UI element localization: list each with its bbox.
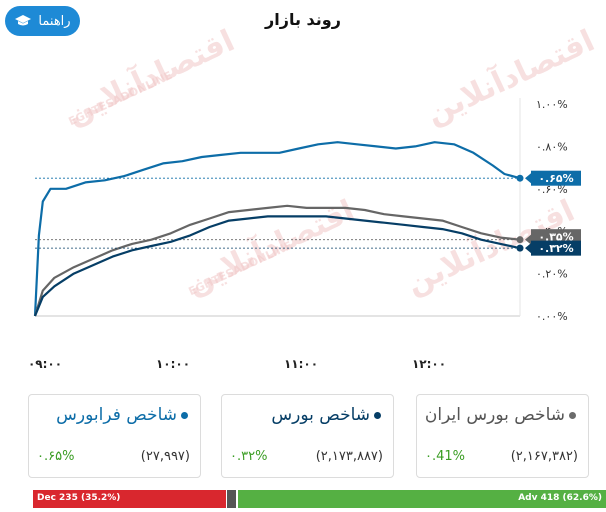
index-name: شاخص فرابورس <box>56 405 188 425</box>
index-card-bourse[interactable]: شاخص بورس (۲,۱۷۳,۸۸۷) ۰.۳۲% <box>221 394 394 478</box>
end-value-pointer <box>525 234 531 245</box>
index-cards: شاخص بورس ایران (۲,۱۶۷,۳۸۲) ۰.41% شاخص ب… <box>27 394 606 480</box>
x-tick-label: ۱۲:۰۰ <box>412 357 446 371</box>
series-end-point <box>516 236 524 244</box>
index-card-iran[interactable]: شاخص بورس ایران (۲,۱۶۷,۳۸۲) ۰.41% <box>416 394 589 478</box>
index-name: شاخص بورس <box>271 405 381 425</box>
index-card-farabourse[interactable]: شاخص فرابورس (۲۷,۹۹۷) ۰.۶۵% <box>28 394 201 478</box>
series-line-bourse <box>33 215 521 317</box>
index-name: شاخص بورس ایران <box>425 405 576 425</box>
y-tick-label: ۰.۰۰% <box>536 310 568 323</box>
index-change: ۰.۶۵% <box>37 449 75 464</box>
advancing-segment: Adv 418 (62.6%) <box>238 490 606 508</box>
market-breadth-bar: Dec 235 (35.2%) Adv 418 (62.6%) <box>33 490 606 508</box>
series-line-iran_index <box>33 204 521 317</box>
series-end-point <box>516 244 524 252</box>
advancing-label: Adv 418 (62.6%) <box>518 493 602 503</box>
series-line-farabourse <box>33 141 521 317</box>
end-value-pointer <box>525 173 531 184</box>
series-dot-icon <box>569 411 576 419</box>
declining-segment: Dec 235 (35.2%) <box>33 490 226 508</box>
end-value-label: ۰.۳۵% <box>538 231 573 244</box>
index-value: (۲,۱۷۳,۸۸۷) <box>315 449 383 464</box>
index-value: (۲,۱۶۷,۳۸۲) <box>510 449 578 464</box>
guide-label: راهنما <box>38 13 71 29</box>
x-tick-label: ۰۹:۰۰ <box>28 357 62 371</box>
index-change: ۰.۳۲% <box>230 449 268 464</box>
end-value-pointer <box>525 243 531 254</box>
end-value-badge <box>531 170 581 186</box>
end-value-label: ۰.۳۲% <box>538 242 573 255</box>
index-change: ۰.41% <box>425 449 466 464</box>
end-value-badge <box>531 240 581 256</box>
declining-label: Dec 235 (35.2%) <box>37 493 121 503</box>
index-value: (۲۷,۹۹۷) <box>140 449 190 464</box>
graduation-cap-icon <box>15 15 32 26</box>
x-tick-label: ۱۱:۰۰ <box>284 357 318 371</box>
end-value-label: ۰.۶۵% <box>538 172 573 185</box>
guide-button[interactable]: راهنما <box>5 6 80 36</box>
y-tick-label: ۱.۰۰% <box>536 98 568 111</box>
y-tick-label: ۰.۶۰% <box>536 183 568 196</box>
neutral-segment <box>227 490 236 508</box>
x-tick-label: ۱۰:۰۰ <box>156 357 190 371</box>
series-dot-icon <box>374 411 381 419</box>
page-title: روند بازار <box>265 10 341 29</box>
series-end-point <box>516 174 524 182</box>
y-tick-label: ۰.۲۰% <box>536 268 568 281</box>
series-dot-icon <box>181 411 188 419</box>
y-tick-label: ۰.۸۰% <box>536 140 568 153</box>
end-value-badge <box>531 229 581 245</box>
